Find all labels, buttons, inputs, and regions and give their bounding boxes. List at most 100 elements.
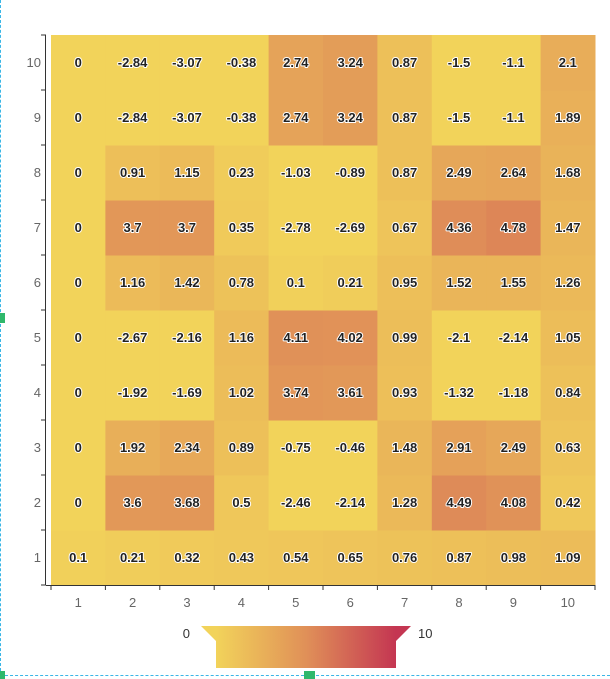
heatmap-cell[interactable] [159, 35, 215, 91]
heatmap-cell[interactable] [214, 200, 270, 256]
heatmap-cell[interactable] [214, 255, 270, 311]
heatmap-cell[interactable] [540, 310, 596, 366]
heatmap-cell[interactable] [214, 530, 270, 586]
heatmap-cell[interactable] [540, 530, 596, 586]
heatmap-cell[interactable] [377, 255, 433, 311]
visual-map-min-handle[interactable] [201, 626, 216, 641]
visual-map[interactable]: 0 10 [183, 626, 433, 668]
heatmap-cell[interactable] [323, 145, 378, 201]
heatmap-cell[interactable] [268, 365, 324, 421]
visual-map-max-handle[interactable] [396, 626, 411, 641]
resize-handle-bottom-left[interactable] [0, 671, 5, 679]
heatmap-cell[interactable] [323, 365, 378, 421]
heatmap-cell[interactable] [323, 310, 378, 366]
heatmap-cell[interactable] [486, 145, 542, 201]
visual-map-color-bar[interactable] [216, 626, 396, 668]
heatmap-cell[interactable] [105, 35, 161, 91]
heatmap-cell[interactable] [51, 310, 106, 366]
heatmap-cell[interactable] [431, 145, 487, 201]
heatmap-cell[interactable] [540, 90, 596, 146]
heatmap-cell[interactable] [377, 530, 433, 586]
heatmap-cell[interactable] [51, 35, 106, 91]
heatmap-cell[interactable] [323, 90, 378, 146]
heatmap-cell[interactable] [214, 145, 270, 201]
heatmap-cell[interactable] [105, 530, 161, 586]
heatmap-cell[interactable] [105, 90, 161, 146]
heatmap-cell[interactable] [377, 200, 433, 256]
heatmap-cell[interactable] [214, 420, 270, 476]
heatmap-cell[interactable] [214, 365, 270, 421]
heatmap-cell[interactable] [268, 310, 324, 366]
heatmap-cell[interactable] [159, 475, 215, 531]
heatmap-cell[interactable] [105, 365, 161, 421]
heatmap-cell[interactable] [486, 90, 542, 146]
heatmap-cell[interactable] [486, 365, 542, 421]
heatmap-cell[interactable] [486, 255, 542, 311]
heatmap-cell[interactable] [268, 200, 324, 256]
heatmap-cell[interactable] [51, 145, 106, 201]
heatmap-cell[interactable] [51, 90, 106, 146]
heatmap-cell[interactable] [159, 145, 215, 201]
heatmap-cell[interactable] [486, 35, 542, 91]
heatmap-cell[interactable] [323, 35, 378, 91]
heatmap-cell[interactable] [431, 35, 487, 91]
heatmap-cell[interactable] [323, 255, 378, 311]
heatmap-cell[interactable] [51, 365, 106, 421]
heatmap-cell[interactable] [51, 420, 106, 476]
heatmap-cell[interactable] [377, 475, 433, 531]
heatmap-cell[interactable] [51, 255, 106, 311]
heatmap-cell[interactable] [377, 420, 433, 476]
heatmap-cell[interactable] [268, 35, 324, 91]
heatmap-cell[interactable] [159, 365, 215, 421]
heatmap-cell[interactable] [540, 145, 596, 201]
heatmap-cell[interactable] [214, 310, 270, 366]
heatmap-cell[interactable] [540, 35, 596, 91]
heatmap-cell[interactable] [431, 90, 487, 146]
heatmap-cell[interactable] [268, 475, 324, 531]
heatmap-cell[interactable] [486, 475, 542, 531]
heatmap-cell[interactable] [431, 310, 487, 366]
heatmap-cell[interactable] [323, 420, 378, 476]
heatmap-cell[interactable] [105, 200, 161, 256]
heatmap-cell[interactable] [431, 420, 487, 476]
heatmap-cell[interactable] [431, 200, 487, 256]
heatmap-cell[interactable] [51, 475, 106, 531]
heatmap-cell[interactable] [159, 200, 215, 256]
heatmap-cell[interactable] [105, 420, 161, 476]
heatmap-cell[interactable] [323, 475, 378, 531]
heatmap-cell[interactable] [268, 90, 324, 146]
heatmap-cell[interactable] [214, 475, 270, 531]
heatmap-cell[interactable] [323, 530, 378, 586]
heatmap-cell[interactable] [486, 200, 542, 256]
heatmap-cell[interactable] [431, 530, 487, 586]
heatmap-cell[interactable] [214, 90, 270, 146]
heatmap-cell[interactable] [431, 365, 487, 421]
heatmap-cell[interactable] [105, 255, 161, 311]
heatmap-cell[interactable] [105, 310, 161, 366]
resize-handle-bottom[interactable] [304, 671, 315, 679]
heatmap-cell[interactable] [431, 255, 487, 311]
heatmap-cell[interactable] [540, 365, 596, 421]
heatmap-cell[interactable] [51, 200, 106, 256]
heatmap-cell[interactable] [377, 310, 433, 366]
heatmap-cell[interactable] [540, 200, 596, 256]
heatmap-cell[interactable] [377, 35, 433, 91]
heatmap-cell[interactable] [540, 475, 596, 531]
heatmap-cell[interactable] [268, 255, 324, 311]
heatmap-cell[interactable] [268, 530, 324, 586]
heatmap-cell[interactable] [159, 530, 215, 586]
heatmap-cell[interactable] [268, 420, 324, 476]
heatmap-cell[interactable] [159, 90, 215, 146]
heatmap-cell[interactable] [268, 145, 324, 201]
heatmap-cell[interactable] [486, 310, 542, 366]
heatmap-cell[interactable] [323, 200, 378, 256]
heatmap-cell[interactable] [486, 530, 542, 586]
resize-handle-left[interactable] [0, 313, 5, 323]
heatmap-cell[interactable] [51, 530, 106, 586]
heatmap-cell[interactable] [159, 310, 215, 366]
heatmap-cell[interactable] [105, 475, 161, 531]
heatmap-cell[interactable] [431, 475, 487, 531]
heatmap-cell[interactable] [486, 420, 542, 476]
heatmap-cell[interactable] [377, 365, 433, 421]
heatmap-cell[interactable] [540, 420, 596, 476]
